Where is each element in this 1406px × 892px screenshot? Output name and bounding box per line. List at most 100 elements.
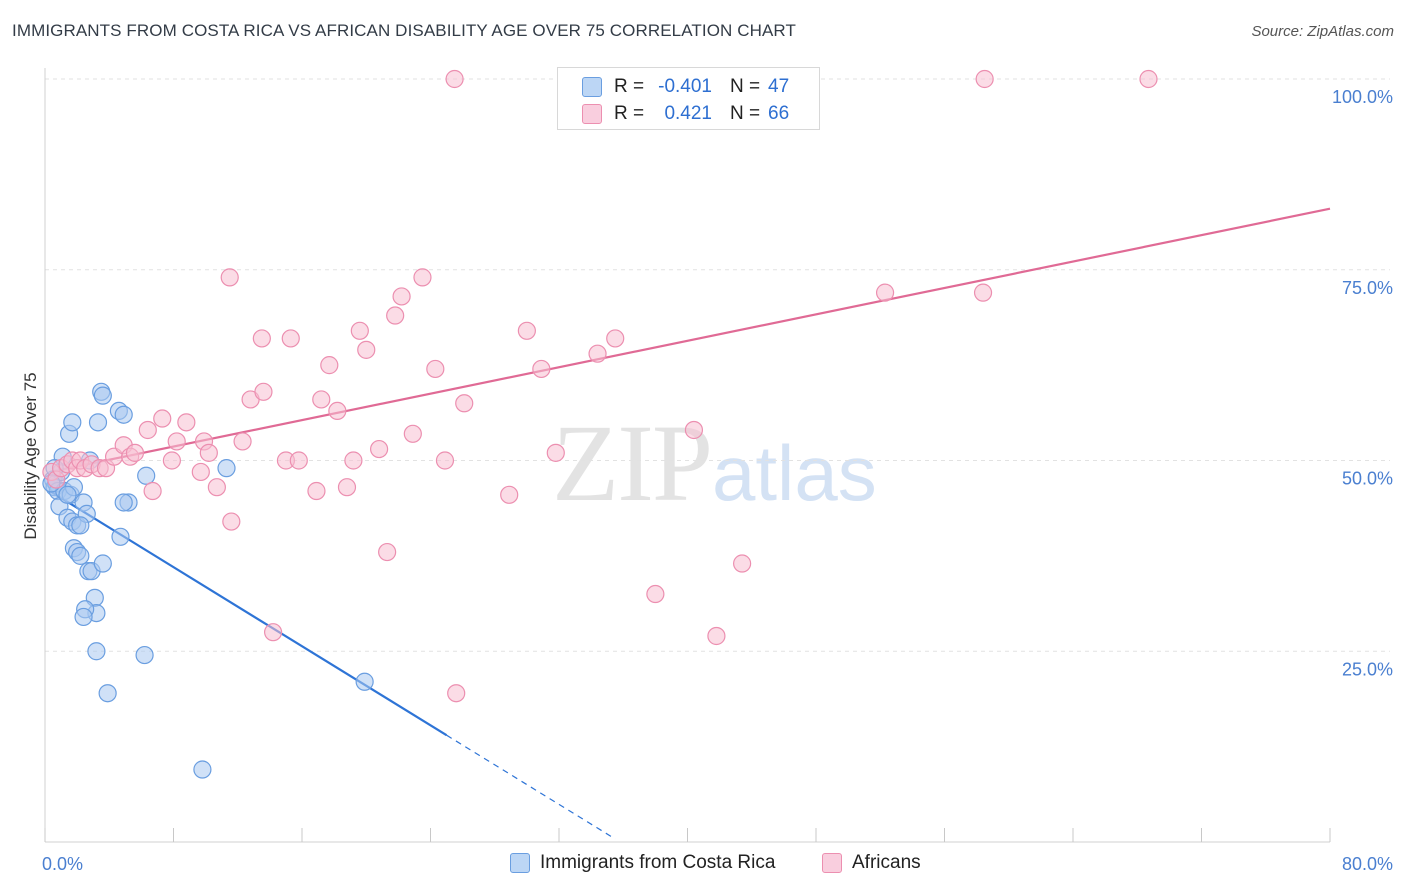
- point-africans: [447, 684, 466, 703]
- point-africans: [289, 451, 308, 470]
- point-africans: [199, 443, 218, 462]
- legend-label-costa-rica: Immigrants from Costa Rica: [540, 852, 776, 873]
- point-africans: [532, 359, 551, 379]
- point-africans: [344, 451, 363, 470]
- y-tick-label: 100.0%: [1332, 87, 1393, 107]
- y-tick-label: 75.0%: [1342, 278, 1393, 298]
- chart-title: IMMIGRANTS FROM COSTA RICA VS AFRICAN DI…: [12, 21, 796, 40]
- trend-line-costa-rica-extension: [446, 734, 616, 840]
- legend-swatch-pink: [582, 104, 602, 124]
- point-africans: [455, 394, 474, 413]
- point-africans: [254, 382, 273, 401]
- point-africans: [684, 420, 704, 440]
- x-tick-label: 0.0%: [42, 854, 83, 874]
- legend-item-costa-rica: Immigrants from Costa Rica: [510, 852, 775, 874]
- point-costa-rica: [193, 760, 212, 779]
- point-africans: [233, 432, 252, 451]
- point-africans: [370, 439, 389, 459]
- grid-lines: [45, 78, 1390, 652]
- source-label: Source: ZipAtlas.com: [1251, 23, 1394, 40]
- legend-r-label: R =: [614, 76, 645, 97]
- legend-row-africans: R = 0.421 N = 66: [582, 101, 789, 127]
- point-africans: [281, 329, 300, 348]
- point-africans: [312, 390, 331, 409]
- point-africans: [733, 554, 752, 573]
- point-costa-rica: [74, 607, 93, 627]
- point-africans: [973, 283, 993, 302]
- point-costa-rica: [93, 386, 112, 405]
- legend-n-value: 47: [768, 76, 790, 97]
- point-africans: [646, 584, 665, 604]
- point-africans: [403, 424, 422, 443]
- point-costa-rica: [355, 672, 374, 691]
- point-costa-rica: [63, 413, 82, 432]
- legend-label-africans: Africans: [852, 852, 921, 873]
- point-africans: [207, 478, 226, 497]
- tick-labels: 25.0% 50.0% 75.0% 100.0% 0.0% 80.0%: [42, 87, 1393, 874]
- point-africans: [413, 268, 432, 287]
- data-points: [42, 69, 1158, 779]
- point-africans: [138, 420, 157, 440]
- point-africans: [707, 626, 726, 646]
- point-africans: [435, 451, 455, 470]
- point-africans: [167, 432, 186, 451]
- axes: [44, 68, 1331, 843]
- point-africans: [517, 321, 536, 340]
- point-africans: [222, 512, 241, 531]
- point-costa-rica: [111, 527, 130, 546]
- legend-r-value: 0.421: [664, 103, 712, 124]
- point-costa-rica: [58, 485, 77, 504]
- point-costa-rica: [217, 459, 236, 478]
- legend-swatch-blue: [582, 77, 602, 97]
- trend-lines: [49, 207, 1331, 840]
- point-africans: [1139, 69, 1158, 89]
- legend-item-africans: Africans: [822, 852, 921, 874]
- legend-r-label: R =: [614, 103, 645, 124]
- y-axis-label: Disability Age Over 75: [21, 372, 40, 539]
- legend-n-label: N =: [730, 103, 761, 124]
- point-africans: [162, 451, 181, 470]
- point-costa-rica: [71, 546, 90, 565]
- point-africans: [350, 321, 369, 340]
- point-costa-rica: [87, 642, 106, 661]
- point-africans: [500, 485, 519, 504]
- point-africans: [606, 329, 625, 348]
- point-africans: [263, 623, 283, 642]
- series-legend: Immigrants from Costa Rica Africans: [0, 852, 1406, 878]
- point-africans: [153, 409, 172, 428]
- legend-swatch-blue: [510, 853, 530, 873]
- point-africans: [392, 287, 411, 306]
- point-africans: [588, 344, 607, 363]
- point-africans: [177, 413, 196, 432]
- point-africans: [328, 401, 347, 421]
- point-africans: [143, 481, 162, 501]
- trend-line-africans: [49, 207, 1331, 474]
- point-africans: [975, 69, 994, 89]
- legend-r-value: -0.401: [658, 76, 712, 97]
- point-costa-rica: [71, 516, 90, 535]
- point-costa-rica: [135, 645, 154, 665]
- point-costa-rica: [98, 684, 117, 703]
- point-africans: [252, 329, 271, 348]
- x-tick-label: 80.0%: [1342, 854, 1393, 874]
- point-costa-rica: [114, 493, 133, 512]
- point-africans: [125, 443, 145, 462]
- point-africans: [220, 268, 239, 287]
- point-costa-rica: [93, 554, 112, 573]
- stats-legend: R = -0.401 N = 47 R = 0.421 N = 66: [557, 67, 820, 130]
- point-africans: [426, 359, 445, 379]
- point-africans: [320, 356, 339, 375]
- y-tick-label: 50.0%: [1342, 469, 1393, 489]
- y-tick-label: 25.0%: [1342, 659, 1393, 679]
- point-africans: [307, 481, 326, 501]
- watermark-zip: ZIP: [552, 402, 713, 524]
- point-africans: [546, 443, 565, 462]
- point-africans: [445, 69, 464, 89]
- point-africans: [191, 462, 210, 482]
- point-africans: [378, 542, 397, 562]
- point-africans: [875, 283, 895, 302]
- legend-n-value: 66: [768, 103, 790, 124]
- watermark-atlas: atlas: [712, 429, 877, 517]
- point-costa-rica: [137, 466, 156, 485]
- legend-n-label: N =: [730, 76, 761, 97]
